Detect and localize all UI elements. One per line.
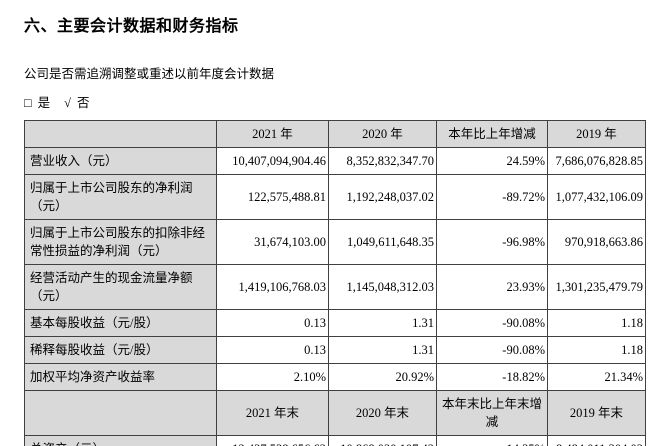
table-row-total-assets: 总资产（元） 12,427,538,656.62 10,868,020,107.… (24, 435, 646, 446)
metric-label: 总资产（元） (24, 435, 217, 446)
value-2021: 10,407,094,904.46 (216, 147, 329, 175)
metric-label: 经营活动产生的现金流量净额（元） (24, 264, 217, 310)
value-2021: 0.13 (216, 336, 329, 364)
value-2020: 1,192,248,037.02 (328, 174, 437, 220)
header-2020-end: 2020 年末 (328, 390, 437, 436)
value-change: -89.72% (436, 174, 548, 220)
value-2021: 2.10% (216, 363, 329, 391)
value-2020: 8,352,832,347.70 (328, 147, 437, 175)
year-header-row: 2021 年 2020 年 本年比上年增减 2019 年 (24, 120, 646, 148)
table-row-net-profit: 归属于上市公司股东的净利润（元） 122,575,488.81 1,192,24… (24, 174, 646, 220)
metric-label: 营业收入（元） (24, 147, 217, 175)
table-row-revenue: 营业收入（元） 10,407,094,904.46 8,352,832,347.… (24, 147, 646, 175)
table-row-basic-eps: 基本每股收益（元/股） 0.13 1.31 -90.08% 1.18 (24, 309, 646, 337)
header-2020: 2020 年 (328, 120, 437, 148)
metric-label: 归属于上市公司股东的净利润（元） (24, 174, 217, 220)
value-2021: 122,575,488.81 (216, 174, 329, 220)
year-end-header-row: 2021 年末 2020 年末 本年末比上年末增减 2019 年末 (24, 390, 646, 436)
checkbox-yes-unchecked-icon: □ (24, 96, 32, 110)
value-2019: 970,918,663.86 (547, 219, 646, 265)
value-change: -90.08% (436, 309, 548, 337)
value-change: -96.98% (436, 219, 548, 265)
value-2020: 1,145,048,312.03 (328, 264, 437, 310)
value-2020: 1.31 (328, 309, 437, 337)
value-2019: 7,686,076,828.85 (547, 147, 646, 175)
value-2019: 21.34% (547, 363, 646, 391)
value-change: -18.82% (436, 363, 548, 391)
restate-answer-line: □ 是 √ 否 (24, 92, 645, 111)
value-2019: 1.18 (547, 336, 646, 364)
table-row-diluted-eps: 稀释每股收益（元/股） 0.13 1.31 -90.08% 1.18 (24, 336, 646, 364)
table-row-operating-cash-flow: 经营活动产生的现金流量净额（元） 1,419,106,768.03 1,145,… (24, 264, 646, 310)
value-2019: 1,301,235,479.79 (547, 264, 646, 310)
value-2019: 1,077,432,106.09 (547, 174, 646, 220)
value-2021: 1,419,106,768.03 (216, 264, 329, 310)
value-2020: 1.31 (328, 336, 437, 364)
value-change: 14.35% (436, 435, 548, 446)
header-yearend-change: 本年末比上年末增减 (436, 390, 548, 436)
metric-label: 基本每股收益（元/股） (24, 309, 217, 337)
section-title: 六、主要会计数据和财务指标 (24, 18, 239, 35)
value-2020: 1,049,611,648.35 (328, 219, 437, 265)
value-2021: 31,674,103.00 (216, 219, 329, 265)
header-2021-end: 2021 年末 (216, 390, 329, 436)
header-yoy-change: 本年比上年增减 (436, 120, 548, 148)
table-row-weighted-avg-roe: 加权平均净资产收益率 2.10% 20.92% -18.82% 21.34% (24, 363, 646, 391)
value-2020: 20.92% (328, 363, 437, 391)
financial-indicators-table: 2021 年 2020 年 本年比上年增减 2019 年 营业收入（元） 10,… (24, 120, 646, 446)
checkbox-yes-label: 是 (37, 96, 51, 110)
header-2019-end: 2019 年末 (547, 390, 646, 436)
value-change: 23.93% (436, 264, 548, 310)
corner-cell (24, 390, 217, 436)
value-2020: 10,868,020,107.42 (328, 435, 437, 446)
restate-question: 公司是否需追溯调整或重述以前年度会计数据 (24, 67, 275, 81)
value-change: 24.59% (436, 147, 548, 175)
checkbox-no-label: 否 (76, 96, 90, 110)
value-2021: 12,427,538,656.62 (216, 435, 329, 446)
metric-label: 稀释每股收益（元/股） (24, 336, 217, 364)
value-change: -90.08% (436, 336, 548, 364)
table-row-net-profit-excl-nonrecurring: 归属于上市公司股东的扣除非经常性损益的净利润（元） 31,674,103.00 … (24, 219, 646, 265)
metric-label: 加权平均净资产收益率 (24, 363, 217, 391)
metric-label: 归属于上市公司股东的扣除非经常性损益的净利润（元） (24, 219, 217, 265)
value-2021: 0.13 (216, 309, 329, 337)
value-2019: 8,484,011,304.03 (547, 435, 646, 446)
header-2021: 2021 年 (216, 120, 329, 148)
checkmark-no-icon: √ (64, 96, 71, 110)
corner-cell (24, 120, 217, 148)
value-2019: 1.18 (547, 309, 646, 337)
header-2019: 2019 年 (547, 120, 646, 148)
